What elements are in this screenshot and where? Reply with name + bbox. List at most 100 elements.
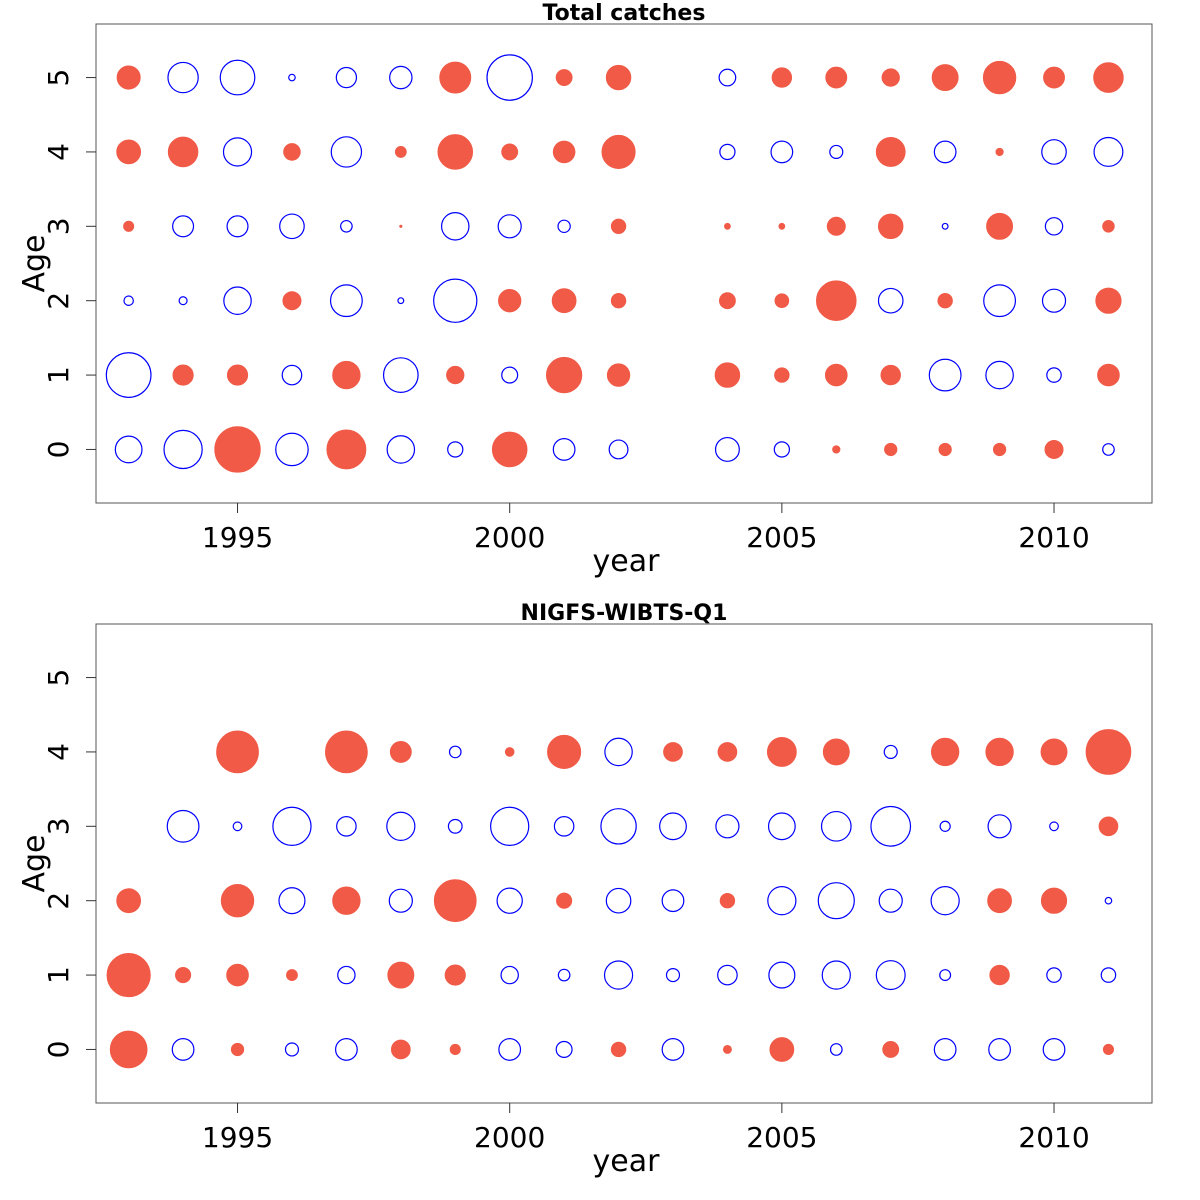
positive-residual-bubble bbox=[1098, 816, 1119, 837]
positive-residual-bubble bbox=[605, 64, 632, 91]
negative-residual-bubble bbox=[497, 214, 522, 239]
negative-residual-bubble bbox=[829, 144, 844, 160]
negative-residual-bubble bbox=[163, 429, 203, 470]
positive-residual-bubble bbox=[1097, 363, 1120, 387]
negative-residual-bubble bbox=[933, 140, 957, 164]
positive-residual-bubble bbox=[822, 738, 850, 766]
negative-residual-bubble bbox=[490, 806, 530, 846]
negative-residual-bubble bbox=[770, 140, 794, 164]
x-tick-label: 2005 bbox=[746, 521, 817, 554]
negative-residual-bubble bbox=[500, 965, 519, 985]
negative-residual-bubble bbox=[555, 1040, 573, 1058]
positive-residual-bubble bbox=[1040, 738, 1068, 766]
positive-residual-bubble bbox=[663, 742, 683, 762]
y-tick-label: 2 bbox=[42, 892, 75, 910]
positive-residual-bubble bbox=[1085, 729, 1132, 775]
positive-residual-bubble bbox=[1043, 66, 1065, 89]
negative-residual-bubble bbox=[232, 821, 243, 832]
x-tick-label: 2005 bbox=[746, 1121, 817, 1154]
negative-residual-bubble bbox=[272, 806, 312, 846]
y-tick-label: 1 bbox=[42, 366, 75, 384]
negative-residual-bubble bbox=[496, 887, 523, 914]
negative-residual-bubble bbox=[334, 1038, 358, 1061]
positive-residual-bubble bbox=[985, 737, 1014, 767]
negative-residual-bubble bbox=[557, 219, 571, 234]
positive-residual-bubble bbox=[332, 886, 361, 915]
negative-residual-bubble bbox=[447, 818, 463, 834]
x-tick-label: 1995 bbox=[202, 521, 273, 554]
y-tick-label: 5 bbox=[42, 669, 75, 687]
positive-residual-bubble bbox=[766, 737, 797, 767]
nigfs-wibts-q1-bubble-plot: NIGFS-WIBTS-Q1 1995 2000 2005 2010 0 1 2 3 4 5 year… bbox=[17, 601, 1153, 1179]
negative-residual-bubble bbox=[939, 820, 951, 832]
positive-residual-bubble bbox=[449, 1043, 461, 1055]
negative-residual-bubble bbox=[105, 352, 152, 398]
negative-residual-bubble bbox=[608, 439, 629, 460]
negative-residual-bubble bbox=[659, 812, 687, 841]
positive-residual-bubble bbox=[815, 280, 857, 321]
negative-residual-bubble bbox=[767, 886, 797, 916]
negative-residual-bubble bbox=[275, 432, 309, 467]
y-tick-label: 3 bbox=[42, 217, 75, 235]
negative-residual-bubble bbox=[336, 815, 357, 837]
negative-residual-bubble bbox=[939, 969, 952, 982]
y-tick-label: 5 bbox=[42, 69, 75, 87]
positive-residual-bubble bbox=[880, 364, 901, 386]
negative-residual-bubble bbox=[600, 808, 637, 845]
y-axis-label: Age bbox=[17, 834, 52, 892]
negative-residual-bubble bbox=[1041, 288, 1067, 313]
x-tick-label: 2010 bbox=[1018, 521, 1089, 554]
positive-residual-bubble bbox=[230, 1042, 245, 1057]
y-tick-label: 2 bbox=[42, 292, 75, 310]
positive-residual-bubble bbox=[555, 69, 573, 86]
positive-residual-bubble bbox=[399, 224, 403, 228]
y-tick-label: 4 bbox=[42, 143, 75, 161]
negative-residual-bubble bbox=[340, 219, 353, 233]
negative-residual-bubble bbox=[1041, 139, 1067, 165]
y-tick-label: 4 bbox=[42, 743, 75, 761]
positive-residual-bubble bbox=[116, 139, 142, 165]
positive-residual-bubble bbox=[389, 740, 412, 763]
positive-residual-bubble bbox=[1102, 1043, 1114, 1055]
positive-residual-bubble bbox=[556, 892, 573, 909]
negative-residual-bubble bbox=[877, 287, 904, 314]
negative-residual-bubble bbox=[498, 1038, 522, 1061]
negative-residual-bubble bbox=[1102, 443, 1115, 456]
positive-residual-bubble bbox=[501, 143, 519, 161]
positive-residual-bubble bbox=[992, 442, 1007, 457]
negative-residual-bubble bbox=[222, 137, 253, 167]
x-tick-label: 2010 bbox=[1018, 1121, 1089, 1154]
negative-residual-bubble bbox=[167, 61, 199, 94]
positive-residual-bubble bbox=[769, 1037, 795, 1062]
positive-residual-bubble bbox=[778, 222, 786, 230]
negative-residual-bubble bbox=[329, 284, 363, 318]
positive-residual-bubble bbox=[884, 442, 898, 457]
positive-residual-bubble bbox=[610, 1041, 627, 1058]
positive-residual-bubble bbox=[714, 362, 741, 388]
positive-residual-bubble bbox=[1044, 439, 1064, 459]
negative-residual-bubble bbox=[114, 435, 143, 464]
negative-residual-bubble bbox=[171, 1038, 195, 1061]
negative-residual-bubble bbox=[820, 810, 852, 842]
negative-residual-bubble bbox=[433, 278, 478, 323]
positive-residual-bubble bbox=[931, 64, 959, 92]
positive-residual-bubble bbox=[175, 967, 192, 984]
negative-residual-bubble bbox=[987, 814, 1012, 839]
positive-residual-bubble bbox=[446, 365, 465, 385]
positive-residual-bubble bbox=[930, 737, 960, 767]
x-tick-label: 2000 bbox=[474, 521, 545, 554]
negative-residual-bubble bbox=[773, 441, 791, 458]
positive-residual-bubble bbox=[116, 888, 142, 914]
negative-residual-bubble bbox=[1100, 967, 1117, 983]
negative-residual-bubble bbox=[928, 358, 962, 392]
negative-residual-bubble bbox=[288, 73, 296, 82]
positive-residual-bubble bbox=[437, 134, 474, 170]
positive-residual-bubble bbox=[167, 136, 199, 168]
positive-residual-bubble bbox=[545, 356, 583, 394]
negative-residual-bubble bbox=[226, 215, 249, 238]
negative-residual-bubble bbox=[448, 745, 462, 759]
positive-residual-bubble bbox=[551, 288, 577, 314]
positive-residual-bubble bbox=[439, 61, 472, 94]
positive-residual-bubble bbox=[937, 292, 953, 309]
negative-residual-bubble bbox=[335, 66, 358, 89]
